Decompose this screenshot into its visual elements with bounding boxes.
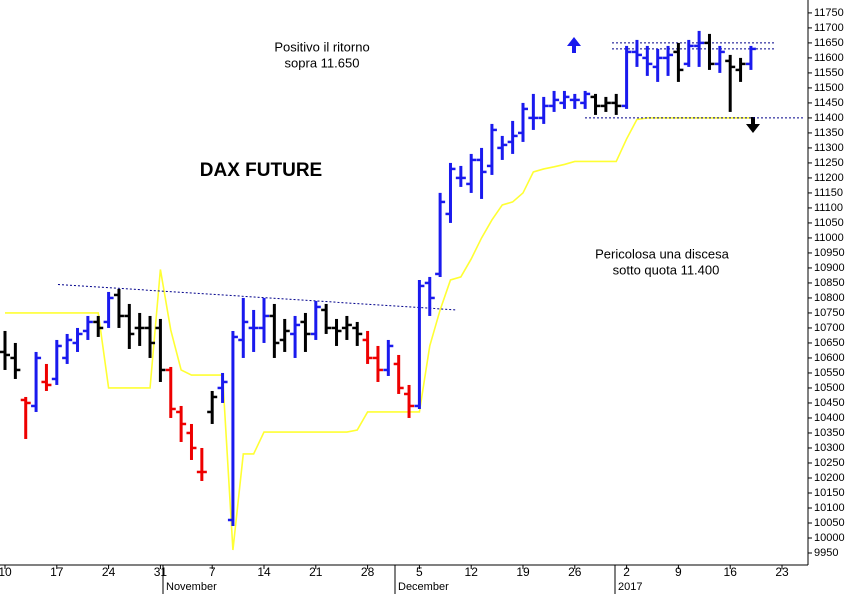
y-tick-label: 10500 [814, 382, 845, 394]
y-tick-label: 10900 [814, 262, 845, 274]
x-tick-label: 17 [50, 565, 64, 579]
x-tick-label: 9 [675, 565, 682, 579]
x-tick-label: 12 [465, 565, 479, 579]
y-tick-label: 11400 [814, 112, 844, 124]
y-tick-label: 10050 [814, 517, 845, 529]
trendline [57, 283, 458, 311]
y-tick-label: 11750 [814, 7, 844, 19]
y-tick-label: 10000 [814, 532, 845, 544]
x-tick-label: 5 [416, 565, 423, 579]
down-arrow [746, 117, 760, 133]
month-label: November [166, 581, 217, 593]
x-tick-label: 21 [309, 565, 323, 579]
x-tick-label: 2 [623, 565, 630, 579]
y-tick-label: 11150 [814, 187, 843, 199]
y-tick-label: 11350 [814, 127, 844, 139]
x-tick-label: 23 [775, 565, 789, 579]
y-tick-label: 10950 [814, 247, 845, 259]
x-tick-label: 19 [516, 565, 530, 579]
y-tick-label: 10700 [814, 322, 845, 334]
annotation: sotto quota 11.400 [613, 262, 720, 277]
up-arrow [567, 37, 581, 53]
y-tick-label: 10550 [814, 367, 845, 379]
x-tick-label: 28 [361, 565, 375, 579]
y-tick-label: 10250 [814, 457, 845, 469]
annotation: Positivo il ritorno [274, 39, 369, 54]
y-tick-label: 11600 [814, 52, 844, 64]
x-tick-label: 7 [209, 565, 216, 579]
y-tick-label: 10750 [814, 307, 845, 319]
y-tick-label: 11650 [814, 37, 844, 49]
y-tick-label: 11450 [814, 97, 844, 109]
x-tick-label: 24 [102, 565, 116, 579]
y-tick-label: 10300 [814, 442, 845, 454]
y-tick-label: 10450 [814, 397, 845, 409]
y-tick-label: 10850 [814, 277, 845, 289]
y-tick-label: 9950 [814, 547, 838, 559]
y-tick-label: 10650 [814, 337, 845, 349]
month-label: December [398, 581, 449, 593]
y-tick-label: 11200 [814, 172, 844, 184]
y-tick-label: 10800 [814, 292, 845, 304]
y-tick-label: 11500 [814, 82, 844, 94]
x-tick-label: 10 [0, 565, 12, 579]
y-tick-label: 10150 [814, 487, 845, 499]
y-tick-label: 11550 [814, 67, 844, 79]
x-tick-label: 26 [568, 565, 582, 579]
x-tick-label: 14 [257, 565, 271, 579]
y-tick-label: 11700 [814, 22, 844, 34]
annotation: sopra 11.650 [285, 55, 360, 70]
annotation: Pericolosa una discesa [595, 246, 729, 261]
y-tick-label: 10400 [814, 412, 845, 424]
y-tick-label: 10600 [814, 352, 845, 364]
x-tick-label: 31 [154, 565, 168, 579]
y-tick-label: 10350 [814, 427, 845, 439]
y-tick-label: 11050 [814, 217, 844, 229]
chart-title: DAX FUTURE [200, 160, 322, 181]
y-tick-label: 10200 [814, 472, 845, 484]
x-tick-label: 16 [724, 565, 738, 579]
month-label: 2017 [618, 581, 642, 593]
y-tick-label: 11300 [814, 142, 844, 154]
y-tick-label: 11100 [814, 202, 843, 214]
y-tick-label: 10100 [814, 502, 845, 514]
stop-line [5, 117, 751, 551]
y-tick-label: 11250 [814, 157, 844, 169]
y-tick-label: 11000 [814, 232, 844, 244]
